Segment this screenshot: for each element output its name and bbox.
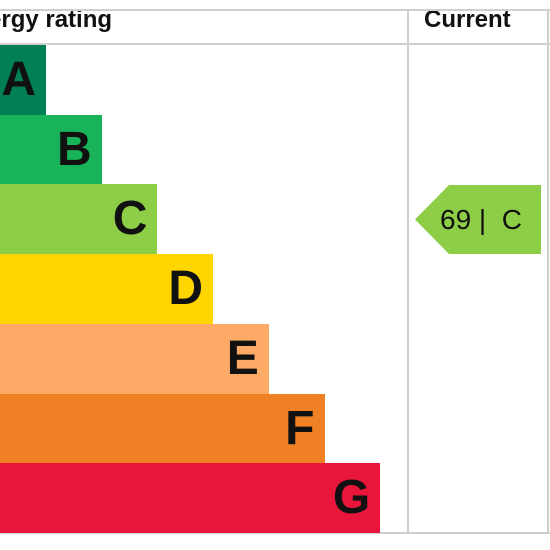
band-d-letter: D (168, 262, 204, 316)
band-a-letter: A (1, 53, 36, 106)
band-b: B (0, 114, 102, 185)
band-f: F (0, 393, 325, 464)
band-d: D (0, 254, 214, 325)
current-rating-label: 69 | C (440, 204, 522, 235)
band-a: A (0, 45, 46, 115)
band-e: E (0, 323, 269, 394)
column-divider (407, 9, 409, 534)
band-c: C (0, 184, 158, 255)
top-border (0, 9, 550, 11)
header-divider (0, 43, 550, 45)
current-rating-arrow (415, 185, 541, 254)
band-g: G (0, 463, 381, 534)
right-border (547, 9, 549, 534)
band-c-letter: C (112, 192, 148, 246)
band-b-letter: B (57, 122, 92, 176)
current-rating-indicator: 69 | C (415, 185, 541, 254)
band-e-letter: E (226, 331, 259, 385)
band-g-letter: G (332, 471, 371, 525)
band-f-letter: F (285, 401, 315, 455)
